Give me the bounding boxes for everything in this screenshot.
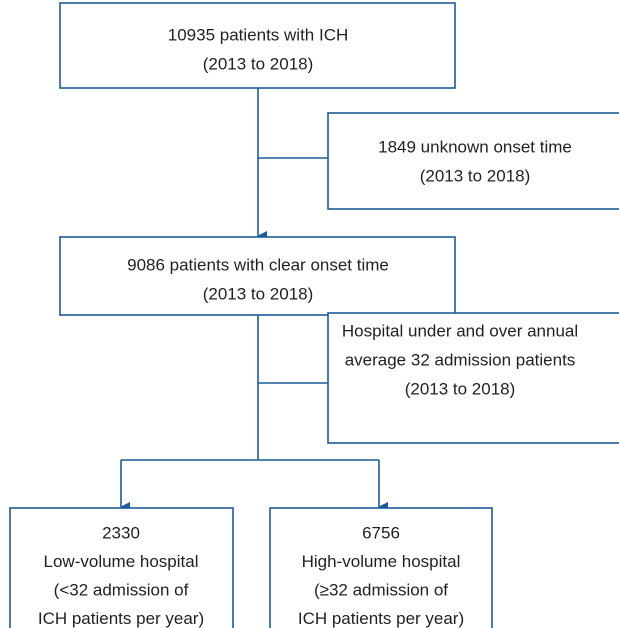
box-text: (<32 admission of — [54, 580, 189, 599]
flow-box — [269, 507, 493, 628]
box-text: Low-volume hospital — [44, 552, 199, 571]
box-text: ICH patients per year) — [38, 609, 204, 628]
connectors — [120, 88, 388, 512]
box-text: Hospital under and over annual — [342, 321, 578, 340]
box-text: 1849 unknown onset time — [378, 137, 572, 156]
flow-box — [9, 507, 234, 628]
box-text: (2013 to 2018) — [203, 54, 314, 73]
box-text: 2330 — [102, 523, 140, 542]
flow-box — [327, 312, 619, 444]
flow-box — [327, 112, 619, 210]
flow-box — [59, 2, 456, 89]
box-text: 10935 patients with ICH — [168, 25, 349, 44]
box-text: 9086 patients with clear onset time — [127, 255, 389, 274]
boxes: 10935 patients with ICH (2013 to 2018) 184… — [9, 2, 619, 628]
box-text: High-volume hospital — [302, 552, 461, 571]
flow-box — [59, 236, 456, 316]
box-text: 6756 — [362, 523, 400, 542]
box-text: (≥32 admission of — [314, 580, 448, 599]
box-text: (2013 to 2018) — [405, 379, 516, 398]
box-text: ICH patients per year) — [298, 609, 464, 628]
box-text: average 32 admission patients — [345, 350, 576, 369]
box-text: (2013 to 2018) — [203, 284, 314, 303]
box-text: (2013 to 2018) — [420, 166, 531, 185]
